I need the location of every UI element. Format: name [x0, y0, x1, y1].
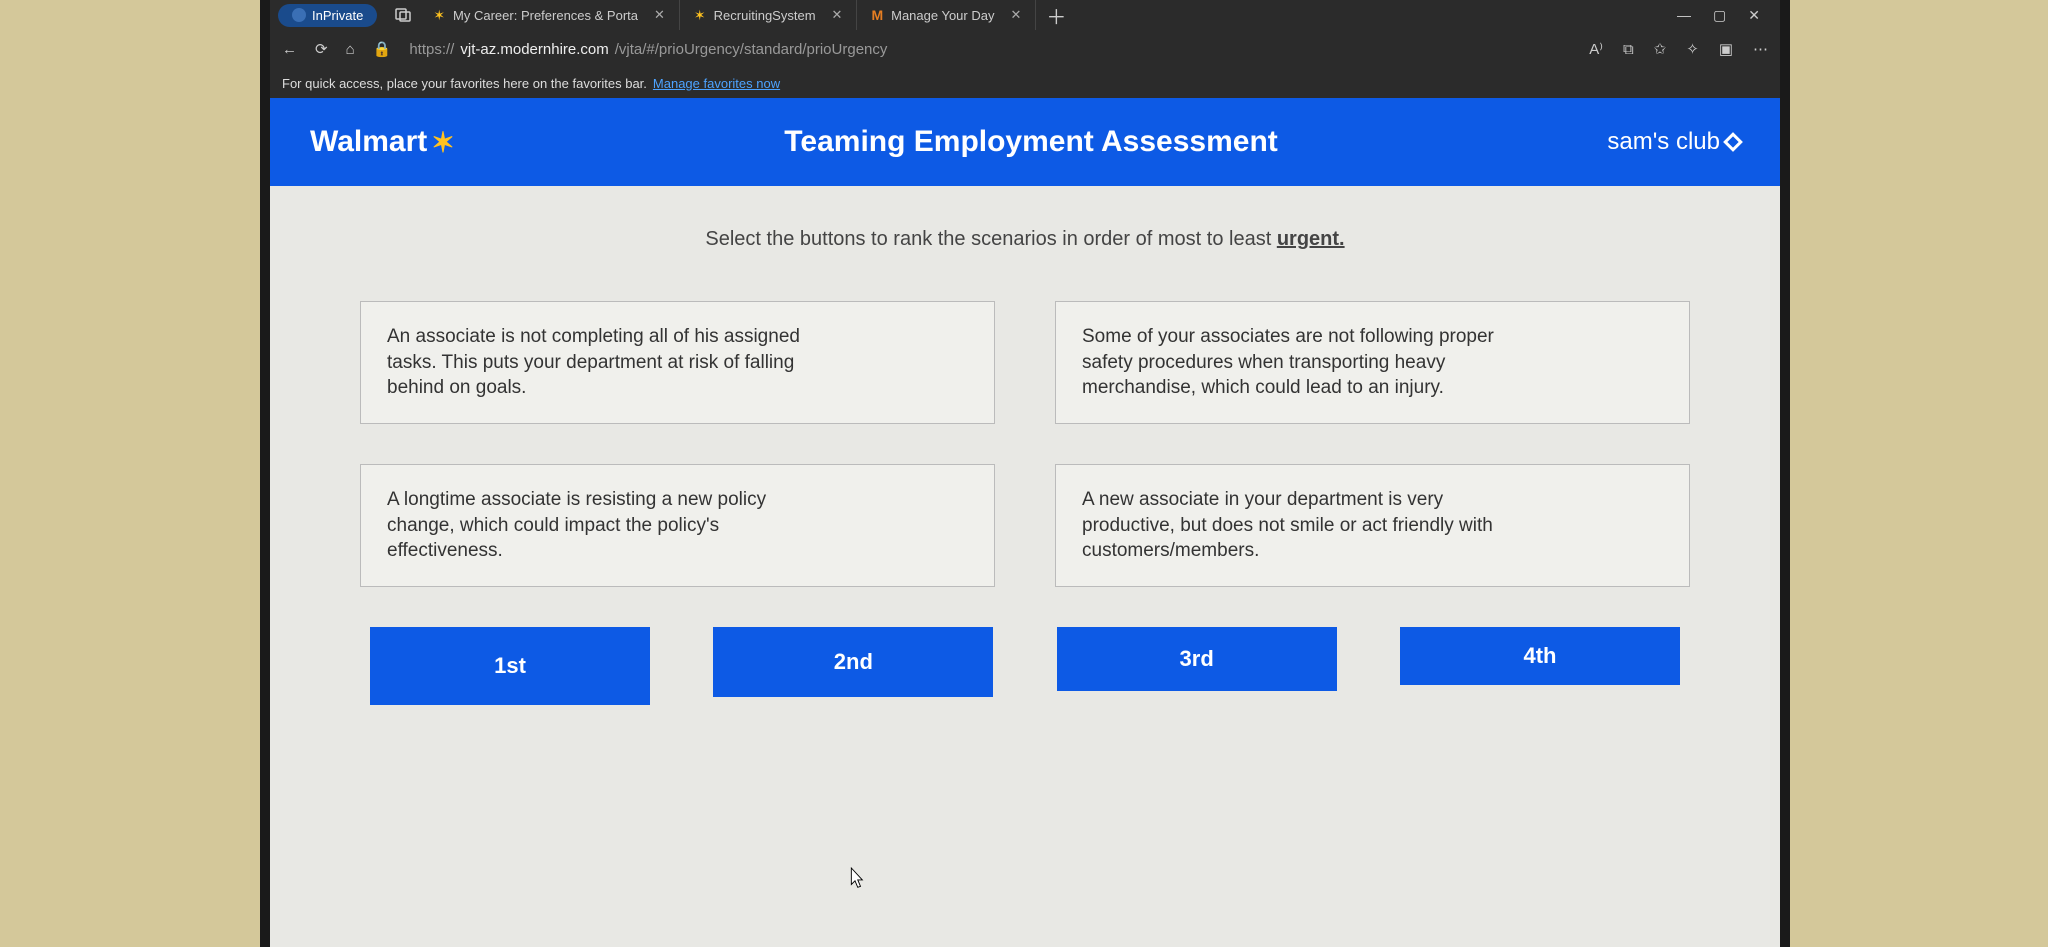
page-content: Walmart ✶ Teaming Employment Assessment …	[270, 98, 1780, 947]
sams-club-logo: sam's club	[1607, 128, 1740, 156]
url-path: /vjta/#/prioUrgency/standard/prioUrgency	[615, 41, 888, 58]
instruction-keyword: urgent.	[1277, 228, 1345, 250]
brand-left-text: Walmart	[310, 125, 427, 159]
scenario-card[interactable]: A longtime associate is resisting a new …	[360, 464, 995, 587]
tab-label: My Career: Preferences & Porta	[453, 8, 638, 23]
profile-dot-icon	[292, 8, 306, 22]
favorites-bar-text: For quick access, place your favorites h…	[282, 76, 647, 91]
rank-2nd-button[interactable]: 2nd	[713, 627, 993, 697]
walmart-logo: Walmart ✶	[310, 125, 455, 159]
back-icon[interactable]: ←	[282, 41, 297, 58]
brand-right-text: sam's club	[1607, 128, 1720, 156]
diamond-icon	[1723, 132, 1743, 152]
scenario-text: Some of your associates are not followin…	[1082, 324, 1500, 401]
favorites-star-icon[interactable]: ✩	[1654, 40, 1667, 58]
manage-favorites-link[interactable]: Manage favorites now	[653, 76, 780, 91]
browser-titlebar: InPrivate ✶ My Career: Preferences & Por…	[270, 0, 1780, 30]
m-favicon-icon: M	[871, 7, 883, 23]
walmart-spark-icon: ✶	[694, 7, 706, 24]
app-header: Walmart ✶ Teaming Employment Assessment …	[270, 98, 1780, 186]
mouse-cursor-icon	[844, 866, 866, 898]
rank-3rd-button[interactable]: 3rd	[1057, 627, 1337, 691]
extensions-icon[interactable]: ✧	[1686, 40, 1699, 58]
url-field[interactable]: https:// vjt-az.modernhire.com /vjta/#/p…	[409, 41, 1571, 58]
rank-button-row: 1st 2nd 3rd 4th	[270, 617, 1780, 745]
instruction-prefix: Select the buttons to rank the scenarios…	[705, 228, 1276, 250]
scenario-card[interactable]: A new associate in your department is ve…	[1055, 464, 1690, 587]
tab-manage-your-day[interactable]: M Manage Your Day ✕	[857, 0, 1036, 30]
tab-label: Manage Your Day	[891, 8, 994, 23]
browser-window: InPrivate ✶ My Career: Preferences & Por…	[270, 0, 1780, 947]
inprivate-badge: InPrivate	[278, 4, 377, 27]
read-aloud-icon[interactable]: A⁾	[1589, 40, 1603, 58]
close-icon[interactable]: ✕	[832, 7, 843, 23]
rank-1st-button[interactable]: 1st	[370, 627, 650, 705]
scenario-card[interactable]: Some of your associates are not followin…	[1055, 301, 1690, 424]
url-host: vjt-az.modernhire.com	[460, 41, 608, 58]
home-icon[interactable]: ⌂	[346, 41, 355, 58]
tab-recruiting-system[interactable]: ✶ RecruitingSystem ✕	[680, 0, 858, 30]
address-bar: ← ⟳ ⌂ 🔒 https:// vjt-az.modernhire.com /…	[270, 30, 1780, 68]
page-title: Teaming Employment Assessment	[784, 125, 1277, 159]
scenario-text: A new associate in your department is ve…	[1082, 487, 1500, 564]
more-menu-icon[interactable]: ⋯	[1753, 40, 1768, 58]
maximize-icon[interactable]: ▢	[1713, 7, 1726, 24]
scenario-grid: An associate is not completing all of hi…	[270, 251, 1780, 617]
minimize-icon[interactable]: —	[1677, 7, 1691, 24]
split-screen-icon[interactable]: ⧉	[1623, 41, 1634, 58]
new-tab-button[interactable]: ＋	[1036, 1, 1076, 30]
close-icon[interactable]: ✕	[1010, 7, 1021, 23]
collections-icon[interactable]: ▣	[1719, 40, 1733, 58]
toolbar-right: A⁾ ⧉ ✩ ✧ ▣ ⋯	[1589, 40, 1768, 58]
rank-4th-button[interactable]: 4th	[1400, 627, 1680, 685]
scenario-text: A longtime associate is resisting a new …	[387, 487, 805, 564]
tab-my-career[interactable]: ✶ My Career: Preferences & Porta ✕	[419, 0, 680, 30]
site-lock-icon[interactable]: 🔒	[373, 40, 392, 58]
inprivate-label: InPrivate	[312, 8, 363, 23]
close-icon[interactable]: ✕	[654, 7, 665, 23]
favorites-bar: For quick access, place your favorites h…	[270, 68, 1780, 98]
close-window-icon[interactable]: ✕	[1748, 7, 1760, 24]
window-controls: — ▢ ✕	[1657, 7, 1780, 24]
refresh-icon[interactable]: ⟳	[315, 40, 328, 58]
scenario-card[interactable]: An associate is not completing all of hi…	[360, 301, 995, 424]
tab-overview-icon[interactable]	[395, 7, 411, 23]
instruction-text: Select the buttons to rank the scenarios…	[270, 228, 1780, 251]
tab-strip: ✶ My Career: Preferences & Porta ✕ ✶ Rec…	[419, 0, 1657, 30]
walmart-spark-icon: ✶	[431, 126, 454, 159]
scenario-text: An associate is not completing all of hi…	[387, 324, 805, 401]
url-prefix: https://	[409, 41, 454, 58]
tab-label: RecruitingSystem	[714, 8, 816, 23]
walmart-spark-icon: ✶	[433, 7, 445, 24]
